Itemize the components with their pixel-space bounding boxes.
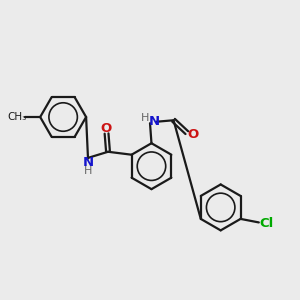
Text: O: O [100, 122, 112, 135]
Text: H: H [140, 113, 149, 123]
Text: N: N [82, 156, 94, 169]
Text: O: O [188, 128, 199, 142]
Text: Cl: Cl [259, 218, 273, 230]
Text: N: N [149, 115, 160, 128]
Text: CH₃: CH₃ [7, 112, 26, 122]
Text: H: H [84, 166, 92, 176]
